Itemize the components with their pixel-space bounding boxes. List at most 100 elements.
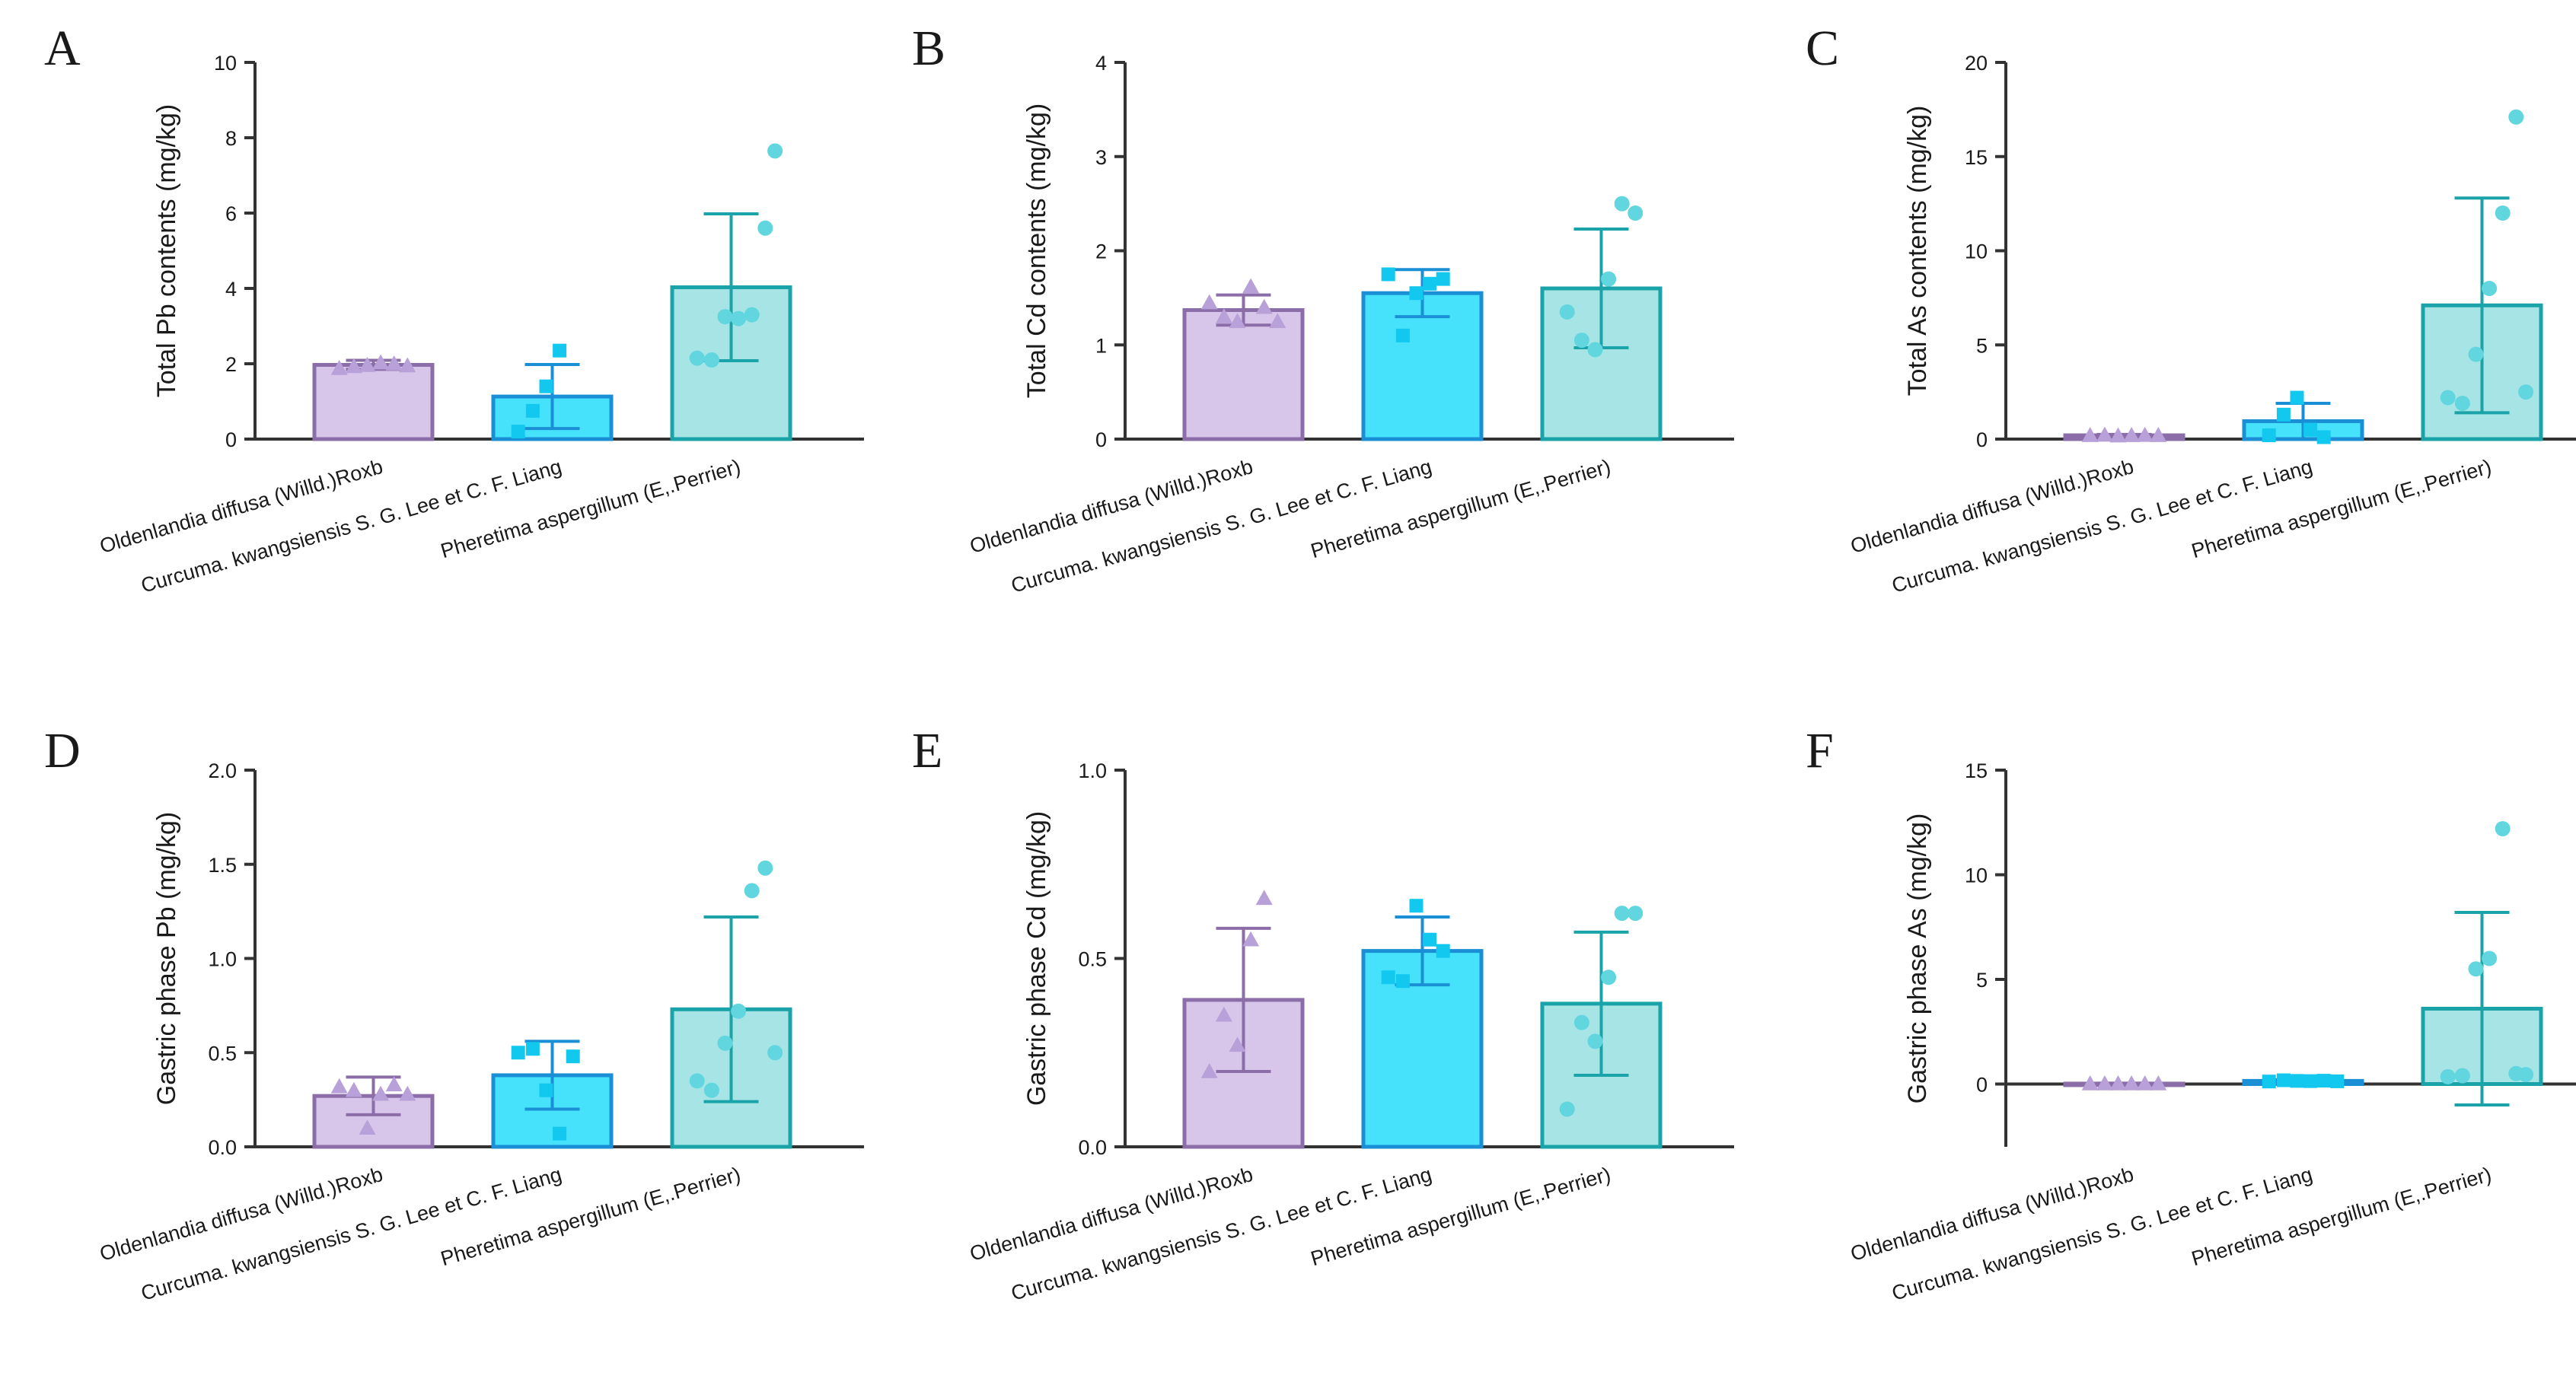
data-point-square <box>511 1046 525 1060</box>
y-axis-label: Gastric phase Pb (mg/kg) <box>152 812 181 1105</box>
data-point-square <box>2316 1074 2331 1088</box>
y-tick-label: 4 <box>225 278 237 301</box>
data-point-square <box>2316 430 2331 444</box>
bar-1 <box>1182 307 1305 441</box>
data-point-square <box>553 343 567 358</box>
y-tick-label: 15 <box>1965 146 1988 169</box>
data-point-square <box>1423 932 1437 947</box>
panel-f: F Gastric phase As (mg/kg) 0 5 10 15 Oldenland… <box>1806 723 2576 1305</box>
x-category-label: Oldenlandia diffusa (Willd.)Roxb <box>97 1163 386 1266</box>
data-point-triangle <box>2081 427 2099 442</box>
data-point-circle <box>1587 342 1603 358</box>
data-point-triangle <box>1200 294 1218 310</box>
panel-letter: A <box>44 21 81 76</box>
data-point-circle <box>1559 304 1575 320</box>
data-point-triangle <box>2081 1075 2099 1090</box>
data-point-square <box>1436 272 1450 286</box>
data-point-circle <box>2508 109 2524 125</box>
data-point-circle <box>2495 821 2511 836</box>
x-category-label: Pheretima aspergillum (E,.Perrier) <box>2189 455 2495 562</box>
y-tick-label: 0 <box>225 428 237 451</box>
data-point-triangle <box>1215 308 1232 323</box>
data-point-square <box>1409 286 1423 301</box>
data-point-square <box>2262 1075 2276 1089</box>
data-point-circle <box>1614 906 1630 922</box>
data-point-triangle <box>1242 931 1260 947</box>
panel-letter: B <box>912 21 945 76</box>
data-point-triangle <box>372 354 390 370</box>
data-point-triangle <box>2109 427 2127 443</box>
y-tick-label: 6 <box>225 202 237 225</box>
y-tick-label: 2 <box>1095 240 1107 263</box>
data-point-circle <box>2440 390 2456 406</box>
x-category-label: Pheretima aspergillum (E,.Perrier) <box>2189 1163 2495 1270</box>
x-category-label: Pheretima aspergillum (E,.Perrier) <box>438 1163 744 1270</box>
y-tick-label: 0 <box>1095 428 1107 451</box>
data-point-square <box>553 1126 567 1141</box>
data-point-triangle <box>1215 1006 1232 1022</box>
y-tick-label: 10 <box>1965 240 1988 263</box>
data-point-triangle <box>1229 1036 1246 1052</box>
data-point-circle <box>1601 970 1617 985</box>
data-point-square <box>2262 428 2276 443</box>
y-tick-label: 3 <box>1095 146 1107 169</box>
y-tick-label: 1.0 <box>1078 759 1107 782</box>
data-point-triangle <box>2136 1075 2154 1090</box>
data-point-triangle <box>399 357 416 373</box>
data-point-circle <box>767 1045 783 1061</box>
data-point-circle <box>1573 333 1589 349</box>
x-category-label: Oldenlandia diffusa (Willd.)Roxb <box>1848 455 2137 558</box>
data-point-triangle <box>2150 1075 2167 1090</box>
panel-letter: C <box>1806 21 1839 76</box>
data-point-triangle <box>345 1081 362 1097</box>
data-point-circle <box>2482 950 2498 966</box>
y-tick-label: 8 <box>225 127 237 150</box>
data-point-circle <box>2518 1067 2534 1083</box>
data-point-circle <box>717 1035 733 1051</box>
data-point-square <box>1423 276 1437 291</box>
y-axis-label: Total Pb contents (mg/kg) <box>152 104 181 398</box>
x-category-label: Pheretima aspergillum (E,.Perrier) <box>1309 1163 1614 1270</box>
data-point-circle <box>1587 1033 1603 1049</box>
data-point-square <box>1395 974 1410 989</box>
data-point-circle <box>703 1082 719 1098</box>
data-point-triangle <box>2096 1075 2113 1090</box>
data-point-circle <box>731 1003 747 1019</box>
y-tick-label: 0 <box>1976 428 1988 451</box>
y-tick-label: 5 <box>1976 334 1988 357</box>
data-point-triangle <box>330 359 348 375</box>
data-point-circle <box>731 310 747 326</box>
data-point-circle <box>703 352 719 368</box>
data-point-triangle <box>345 358 362 374</box>
x-category-label: Oldenlandia diffusa (Willd.)Roxb <box>97 455 386 558</box>
data-point-square <box>1381 970 1395 985</box>
data-point-triangle <box>359 1119 376 1135</box>
bar-1 <box>312 362 435 441</box>
data-point-square <box>2290 1074 2304 1088</box>
data-point-square <box>539 379 553 393</box>
panel-letter: F <box>1806 723 1834 778</box>
data-point-circle <box>2482 281 2498 296</box>
y-tick-label: 4 <box>1095 52 1107 75</box>
data-point-circle <box>767 143 783 159</box>
panel-letter: E <box>912 723 942 778</box>
y-tick-label: 0 <box>1976 1074 1988 1097</box>
y-tick-label: 0.5 <box>1078 948 1107 971</box>
data-point-circle <box>2468 961 2484 977</box>
x-category-label: Oldenlandia diffusa (Willd.)Roxb <box>1848 1163 2137 1266</box>
data-point-circle <box>1628 906 1643 922</box>
panel-a: A Total Pb contents (mg/kg) 0 2 4 6 8 10 Oldenla… <box>44 21 864 597</box>
data-point-circle <box>2468 346 2484 362</box>
data-point-circle <box>2454 395 2470 411</box>
data-point-circle <box>2454 1068 2470 1084</box>
data-point-circle <box>717 309 733 325</box>
panel-b: B Total Cd contents (mg/kg) 0 1 2 3 4 Oldenland… <box>912 21 1734 597</box>
data-point-triangle <box>2150 427 2167 442</box>
data-point-triangle <box>399 1085 416 1101</box>
panel-e: E Gastric phase Cd (mg/kg) 0.0 0.5 1.0 Oldenl… <box>912 723 1734 1305</box>
data-point-square <box>1395 328 1410 342</box>
data-point-square <box>566 1049 580 1064</box>
data-point-circle <box>689 350 705 366</box>
data-point-square <box>1381 267 1395 282</box>
